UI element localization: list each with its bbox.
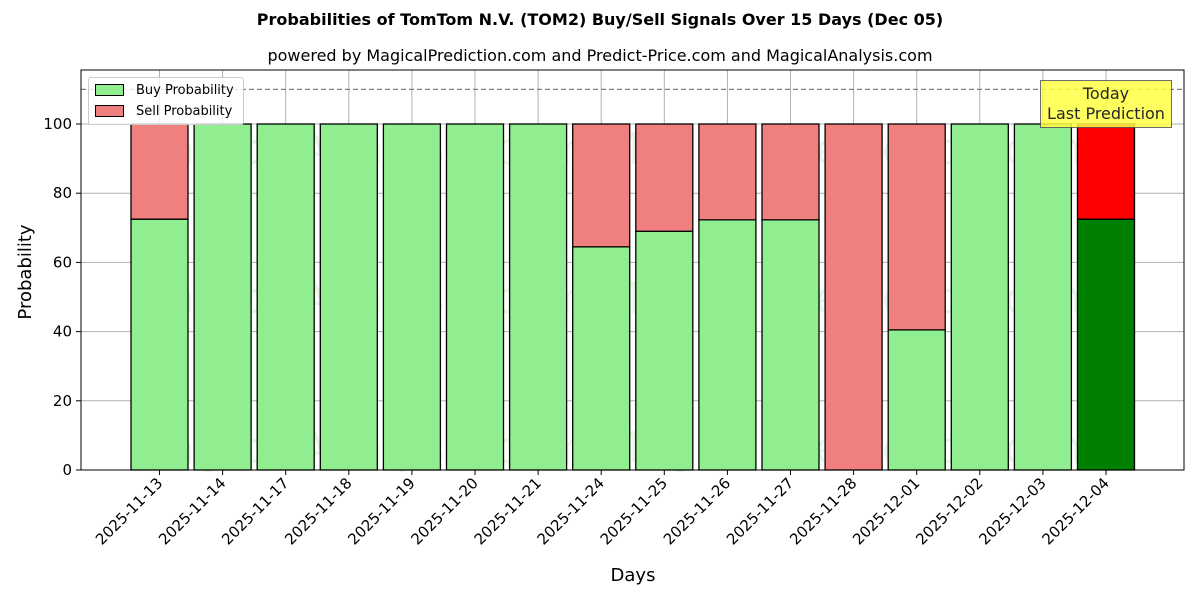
buy-bar — [887, 329, 946, 471]
x-tick-label: 2025-11-27 — [723, 474, 797, 548]
plot-frame — [80, 69, 1185, 471]
buy-bar — [382, 123, 442, 471]
y-tick-label: 100 — [43, 115, 72, 133]
x-tick-label: 2025-11-13 — [92, 474, 166, 548]
legend-item-buy: Buy Probability — [95, 81, 234, 99]
buy-bar — [1076, 218, 1136, 471]
x-tick-label: 2025-11-21 — [471, 474, 545, 548]
y-tick-label: 0 — [62, 461, 72, 479]
x-tick-label: 2025-11-24 — [534, 474, 608, 548]
legend-sell-label: Sell Probability — [136, 103, 233, 119]
buy-swatch-icon — [95, 84, 124, 96]
y-tick-label: 20 — [53, 392, 72, 410]
y-tick-label: 60 — [53, 253, 72, 271]
buy-bar — [256, 123, 315, 471]
x-tick-label: 2025-12-01 — [849, 474, 923, 548]
x-tick-label: 2025-11-14 — [155, 474, 229, 548]
buy-bar — [635, 230, 694, 471]
x-tick-label: 2025-12-02 — [912, 474, 986, 548]
buy-bar — [319, 123, 378, 471]
y-axis-label: Probability — [15, 224, 36, 319]
y-tick-label: 40 — [53, 323, 72, 341]
legend-buy-label: Buy Probability — [136, 82, 234, 98]
x-tick-label: 2025-12-03 — [975, 474, 1049, 548]
buy-bar — [193, 123, 252, 471]
sell-swatch-icon — [95, 105, 124, 117]
x-tick-label: 2025-11-25 — [597, 474, 671, 548]
buy-bar — [572, 246, 631, 471]
chart-title: Probabilities of TomTom N.V. (TOM2) Buy/… — [256, 10, 944, 29]
chart-subtitle: powered by MagicalPrediction.com and Pre… — [267, 46, 933, 65]
buy-bar — [130, 218, 189, 471]
buy-bar — [761, 219, 820, 471]
sell-bar — [635, 123, 694, 232]
legend: Buy Probability Sell Probability — [88, 77, 244, 125]
today-annotation: Today Last Prediction — [1040, 80, 1172, 128]
sell-bar — [572, 123, 631, 248]
x-tick-label: 2025-11-20 — [407, 474, 481, 548]
sell-bar — [130, 123, 189, 220]
buy-bar — [445, 123, 505, 471]
y-tick-label: 80 — [53, 184, 72, 202]
x-tick-label: 2025-11-17 — [218, 474, 292, 548]
x-tick-label: 2025-11-18 — [281, 474, 355, 548]
x-tick-label: 2025-12-04 — [1038, 474, 1112, 548]
buy-bar — [1013, 123, 1073, 471]
sell-bar — [1076, 123, 1136, 220]
sell-bar — [698, 123, 757, 221]
x-tick-label: 2025-11-19 — [344, 474, 418, 548]
sell-bar — [887, 123, 946, 331]
buy-bar — [698, 219, 757, 471]
sell-bar — [761, 123, 820, 221]
sell-bar — [824, 123, 883, 471]
x-axis-label: Days — [611, 565, 656, 586]
annotation-line2: Last Prediction — [1047, 104, 1165, 123]
x-tick-label: 2025-11-26 — [660, 474, 734, 548]
buy-bar — [508, 123, 568, 471]
annotation-line1: Today — [1082, 84, 1130, 103]
legend-item-sell: Sell Probability — [95, 102, 232, 120]
x-tick-label: 2025-11-28 — [786, 474, 860, 548]
buy-bar — [950, 123, 1009, 471]
